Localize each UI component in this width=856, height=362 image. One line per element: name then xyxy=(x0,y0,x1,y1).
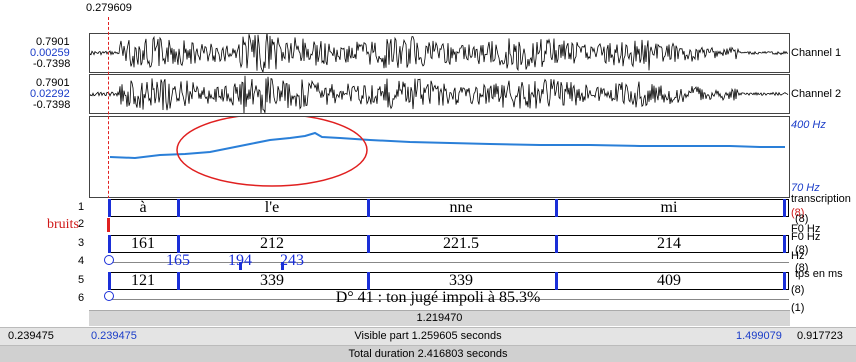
tier-4-point-tick xyxy=(281,262,284,270)
tier-1-name: transcription xyxy=(791,193,851,205)
tier-5-cell[interactable]: 121 xyxy=(131,272,155,289)
tier-1-boundary[interactable] xyxy=(783,199,786,217)
tier-4-point[interactable]: 243 xyxy=(280,252,304,269)
tier-3-boundary[interactable] xyxy=(367,235,370,253)
channel-1-panel[interactable] xyxy=(89,32,790,74)
selection-bar[interactable]: 1.219470 xyxy=(89,310,790,326)
visible-end: 1.499079 xyxy=(736,330,782,342)
channel-2-panel[interactable] xyxy=(89,74,790,114)
channel-1-waveform xyxy=(89,32,788,74)
tier-1-cell[interactable]: nne xyxy=(449,199,473,216)
tier-3-cell[interactable]: 214 xyxy=(657,235,681,252)
tier-3-boundary[interactable] xyxy=(177,235,180,253)
tier-6-count: (1) xyxy=(791,302,805,314)
cursor-line[interactable] xyxy=(108,17,109,298)
channel-2-value: 0.02292 xyxy=(30,88,70,100)
left-time: 0.239475 xyxy=(8,330,54,342)
tier-4-point[interactable]: 165 xyxy=(166,252,190,269)
tier-3-cell[interactable]: 161 xyxy=(131,235,155,252)
tier-2-marker[interactable] xyxy=(107,218,110,232)
tier-5-cell[interactable]: 409 xyxy=(657,272,681,289)
cursor-time: 0.279609 xyxy=(86,2,132,14)
tier-3-cell[interactable]: 221.5 xyxy=(443,235,479,252)
tier-1-number: 1 xyxy=(78,201,85,213)
channel-1-value: 0.00259 xyxy=(30,47,70,59)
tier-4-point[interactable]: 194 xyxy=(228,252,252,269)
tier-1-cell[interactable]: à xyxy=(139,199,147,216)
tier-5-name: tps en ms xyxy=(795,268,843,280)
tier-1-boundary[interactable] xyxy=(367,199,370,217)
tier-2-left-text: bruits xyxy=(47,217,79,232)
tier-3-boundary[interactable] xyxy=(783,235,786,253)
channel-2-waveform xyxy=(89,75,789,114)
channel-2-label: Channel 2 xyxy=(791,88,842,100)
tier-6-point-marker[interactable] xyxy=(104,291,114,301)
tier-5-number: 5 xyxy=(78,274,85,286)
total-duration-bar[interactable]: Total duration 2.416803 seconds xyxy=(0,345,856,362)
tier-3-count: (8) xyxy=(795,244,809,256)
tier-2-count: (8) xyxy=(795,213,809,225)
visible-part-bar[interactable]: 0.239475 0.239475 Visible part 1.259605 … xyxy=(0,327,856,345)
channel-1-max: 0.7901 xyxy=(36,36,70,48)
channel-1-label: Channel 1 xyxy=(791,47,842,59)
tier-3-boundary[interactable] xyxy=(555,235,558,253)
tier-5-cell[interactable]: 339 xyxy=(260,272,284,289)
pitch-panel[interactable] xyxy=(89,113,790,198)
tier-4-number: 4 xyxy=(78,255,85,267)
visible-part-label: Visible part 1.259605 seconds xyxy=(354,330,502,342)
tier-6-annotation[interactable]: D° 41 : ton jugé impoli à 85.3% xyxy=(335,289,541,306)
visible-start: 0.239475 xyxy=(91,330,137,342)
total-duration-label: Total duration 2.416803 seconds xyxy=(348,348,508,360)
tier-5-cell[interactable]: 339 xyxy=(449,272,473,289)
right-time: 0.917723 xyxy=(797,330,843,342)
tier-4-axis xyxy=(108,262,789,263)
tier-3-number: 3 xyxy=(78,237,85,249)
channel-1-min: -0.7398 xyxy=(33,58,71,70)
tier-1-boundary[interactable] xyxy=(177,199,180,217)
tier-4-point-marker[interactable] xyxy=(104,255,114,265)
channel-2-min: -0.7398 xyxy=(33,99,71,111)
tier-6-axis xyxy=(108,299,789,300)
tier-6-number: 6 xyxy=(78,292,85,304)
tier-5-boundary[interactable] xyxy=(783,272,786,290)
tier-1-count: (8) xyxy=(791,207,805,219)
pitch-top-label: 400 Hz xyxy=(791,119,826,131)
tier-5-boundary[interactable] xyxy=(555,272,558,290)
pitch-bottom-label: 70 Hz xyxy=(791,182,820,194)
tier-1-cell[interactable]: l'e xyxy=(264,199,280,216)
channel-2-max: 0.7901 xyxy=(36,77,70,89)
tier-5-count: (8) xyxy=(791,284,805,296)
tier-1-boundary[interactable] xyxy=(555,199,558,217)
tier-2-name: F0 Hz xyxy=(791,223,821,235)
tier-4-point-tick xyxy=(239,262,242,270)
tier-4-name: Hz xyxy=(791,250,805,262)
pitch-contour xyxy=(109,113,785,187)
tier-4-count: (8) xyxy=(795,262,809,274)
selection-duration: 1.219470 xyxy=(416,312,463,324)
tier-3-name: F0 Hz xyxy=(791,231,821,243)
tier-5-boundary[interactable] xyxy=(367,272,370,290)
tier-1-cell[interactable]: mi xyxy=(660,199,678,216)
tier-3-cell[interactable]: 212 xyxy=(260,235,284,252)
tier-2-number: 2 xyxy=(78,218,85,230)
tier-5-boundary[interactable] xyxy=(177,272,180,290)
